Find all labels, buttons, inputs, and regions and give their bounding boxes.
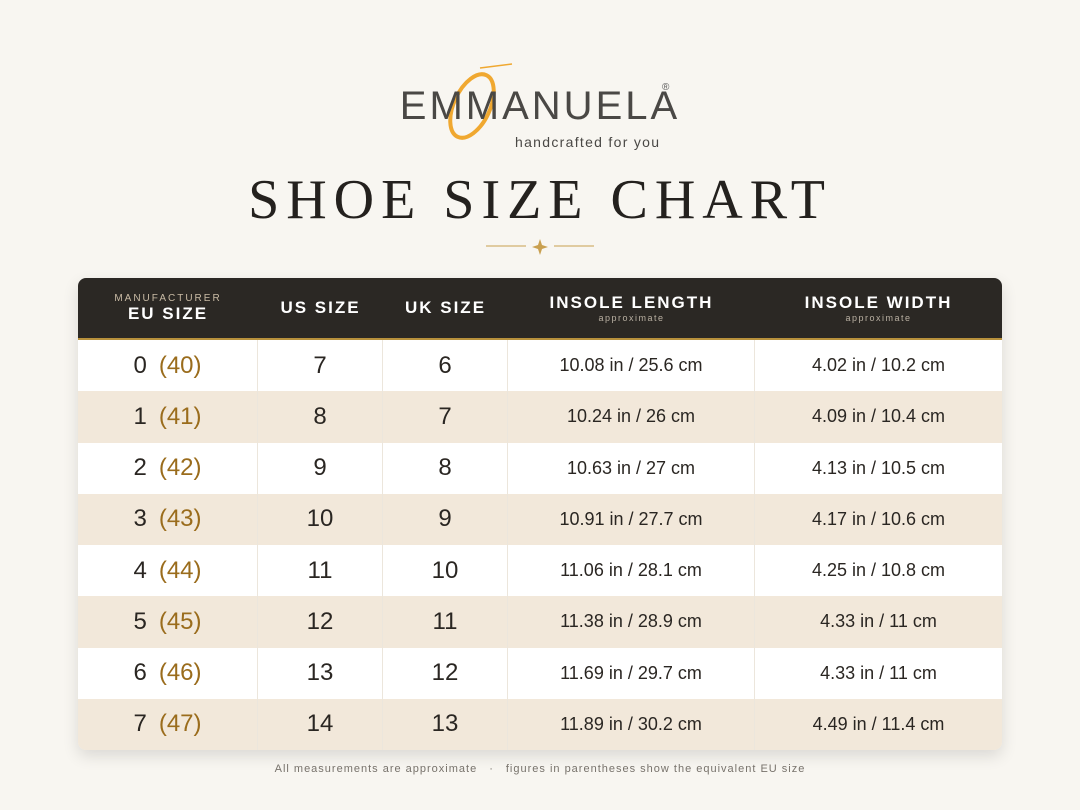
size-cell: 4 (44) (78, 545, 258, 597)
table-cell: 12 (258, 596, 383, 648)
footer-text: All measurements are approximate (274, 763, 478, 775)
table-cell: 11 (383, 596, 508, 648)
table-row: 2 (42) 9 8 10.63 in / 27 cm 4.13 in / 10.5 cm (78, 442, 1002, 494)
eu-size: (47) (158, 710, 202, 738)
table-cell: 4.25 in / 10.8 cm (811, 560, 946, 581)
table-row: 7 (47) 14 13 11.89 in / 30.2 cm 4.49 in / 11.… (78, 698, 1002, 750)
table-cell: 4.33 in / 11 cm (820, 662, 937, 683)
table-cell: 7 (383, 391, 508, 443)
table-cell: 11.69 in / 29.7 cm (508, 647, 755, 699)
column-label: US SIZE (280, 298, 361, 317)
table-cell: 9 (383, 493, 508, 545)
column-header: MANUFACTURER EU SIZE (78, 278, 258, 338)
manufacturer-size: 5 (133, 607, 147, 635)
table-cell: 10.91 in / 27.7 cm (508, 493, 755, 545)
column-header: UK SIZE (383, 278, 508, 338)
table-cell: 7 (258, 340, 383, 392)
table-cell: 13 (383, 698, 508, 750)
eu-size: (41) (158, 402, 202, 430)
table-cell: 11 (258, 545, 383, 597)
column-label: UK SIZE (404, 298, 487, 317)
size-cell: 3 (43) (78, 493, 258, 545)
table-cell: 6 (383, 340, 508, 392)
table-row: 3 (43) 10 9 10.91 in / 27.7 cm 4.17 in / 10.6… (78, 493, 1002, 545)
column-label: INSOLE LENGTH (549, 293, 714, 312)
column-header: US SIZE (258, 278, 383, 338)
size-table: MANUFACTURER EU SIZE US SIZE UK SIZE INSOLE … (78, 278, 1002, 750)
table-row: 1 (41) 8 7 10.24 in / 26 cm 4.09 in / 10.4 cm (78, 391, 1002, 443)
eu-size: (45) (158, 607, 202, 635)
table-cell: 11.06 in / 28.1 cm (508, 545, 755, 597)
footer-text: figures in parentheses show the equivale… (505, 763, 806, 775)
table-cell: 9 (258, 442, 383, 494)
manufacturer-size: 3 (133, 505, 147, 533)
table-cell: 4.33 in / 11 cm (820, 611, 937, 632)
table-cell: 10 (258, 493, 383, 545)
size-cell: 0 (40) (78, 340, 258, 392)
footer-note: All measurements are approximate · figures… (0, 763, 1080, 775)
table-cell: 4.09 in / 10.4 cm (811, 406, 946, 427)
size-cell: 6 (46) (78, 647, 258, 699)
table-cell: 4.02 in / 10.2 cm (811, 355, 946, 376)
table-row: 6 (46) 13 12 11.69 in / 29.7 cm 4.33 in / 11 … (78, 647, 1002, 699)
column-header: INSOLE LENGTH approximate (508, 278, 755, 338)
table-cell: 12 (383, 647, 508, 699)
eu-size: (42) (158, 454, 202, 482)
table-cell: 10 (383, 545, 508, 597)
brand: EMMANUELA (399, 84, 681, 128)
title: SHOE SIZE CHART (248, 169, 832, 231)
column-kicker: MANUFACTURER (114, 292, 222, 304)
column-header: INSOLE WIDTH approximate (755, 278, 1002, 338)
footer-text: · (489, 763, 494, 775)
table-row: 0 (40) 7 6 10.08 in / 25.6 cm 4.02 in / 10.2 … (78, 340, 1002, 392)
table-cell: 8 (258, 391, 383, 443)
size-cell: 7 (47) (78, 698, 258, 750)
manufacturer-size: 6 (133, 659, 147, 687)
eu-size: (43) (158, 505, 202, 533)
size-cell: 2 (42) (78, 442, 258, 494)
divider-star (532, 239, 548, 255)
registered-mark: ® (662, 82, 670, 93)
table-cell: 10.08 in / 25.6 cm (508, 340, 755, 392)
table-row: 4 (44) 11 10 11.06 in / 28.1 cm 4.25 in / 10.… (78, 545, 1002, 597)
table-cell: 13 (258, 647, 383, 699)
table-cell: 4.17 in / 10.6 cm (811, 508, 946, 529)
column-label: INSOLE WIDTH (804, 293, 953, 312)
size-cell: 5 (45) (78, 596, 258, 648)
tagline: handcrafted for you (515, 134, 661, 150)
table-cell: 10.63 in / 27 cm (508, 442, 755, 494)
column-subtitle: approximate (845, 313, 912, 323)
table-cell: 4.49 in / 11.4 cm (812, 713, 945, 734)
table-cell: 11.38 in / 28.9 cm (508, 596, 755, 648)
table-cell: 11.89 in / 30.2 cm (508, 698, 755, 750)
table-cell: 8 (383, 442, 508, 494)
logo-swoosh (448, 72, 496, 140)
column-label: EU SIZE (127, 303, 209, 323)
table-cell: 4.13 in / 10.5 cm (811, 457, 946, 478)
column-subtitle: approximate (598, 313, 665, 323)
decoration (448, 63, 594, 255)
manufacturer-size: 4 (133, 556, 147, 584)
logo-swoosh (479, 63, 513, 69)
table-cell: 10.24 in / 26 cm (508, 391, 755, 443)
table-cell: 14 (258, 698, 383, 750)
manufacturer-size: 1 (133, 402, 147, 430)
table-row: 5 (45) 12 11 11.38 in / 28.9 cm 4.33 in / 11 … (78, 596, 1002, 648)
manufacturer-size: 7 (133, 710, 147, 738)
eu-size: (44) (158, 556, 202, 584)
eu-size: (46) (158, 659, 202, 687)
manufacturer-size: 2 (133, 454, 147, 482)
manufacturer-size: 0 (133, 351, 147, 379)
size-cell: 1 (41) (78, 391, 258, 443)
eu-size: (40) (158, 351, 202, 379)
header-row: MANUFACTURER EU SIZE US SIZE UK SIZE INSOLE … (78, 278, 1002, 340)
